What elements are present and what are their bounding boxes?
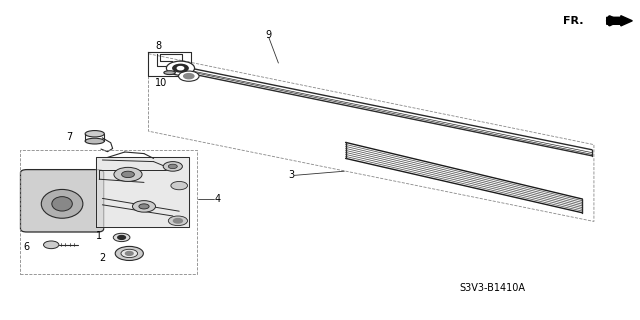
Circle shape <box>163 162 182 171</box>
Circle shape <box>132 201 156 212</box>
Text: 1: 1 <box>96 231 102 241</box>
Text: 8: 8 <box>155 41 161 52</box>
Text: 3: 3 <box>288 170 294 180</box>
Text: 7: 7 <box>66 132 72 142</box>
Ellipse shape <box>41 189 83 218</box>
Polygon shape <box>96 157 189 227</box>
Text: 10: 10 <box>155 78 168 88</box>
Circle shape <box>177 67 184 70</box>
Ellipse shape <box>85 138 104 144</box>
Text: 2: 2 <box>99 252 106 263</box>
Circle shape <box>168 164 177 169</box>
FancyBboxPatch shape <box>20 170 104 232</box>
Circle shape <box>44 241 59 249</box>
Circle shape <box>168 216 188 226</box>
FancyArrow shape <box>607 16 632 26</box>
Circle shape <box>171 181 188 190</box>
Circle shape <box>125 252 133 255</box>
Circle shape <box>139 204 149 209</box>
Circle shape <box>166 61 195 75</box>
Circle shape <box>118 236 125 239</box>
Circle shape <box>121 249 138 258</box>
Text: S3V3-B1410A: S3V3-B1410A <box>460 283 526 293</box>
Circle shape <box>122 171 134 178</box>
Circle shape <box>179 71 199 81</box>
Circle shape <box>173 64 188 72</box>
Ellipse shape <box>85 131 104 137</box>
Ellipse shape <box>164 71 175 75</box>
Ellipse shape <box>52 196 72 211</box>
Circle shape <box>173 219 182 223</box>
Circle shape <box>114 167 142 181</box>
Circle shape <box>184 74 194 79</box>
Text: 9: 9 <box>266 29 272 40</box>
Text: 4: 4 <box>214 194 221 204</box>
Text: 6: 6 <box>24 242 30 252</box>
Text: FR.: FR. <box>563 16 584 26</box>
Circle shape <box>113 233 130 242</box>
Circle shape <box>115 246 143 260</box>
